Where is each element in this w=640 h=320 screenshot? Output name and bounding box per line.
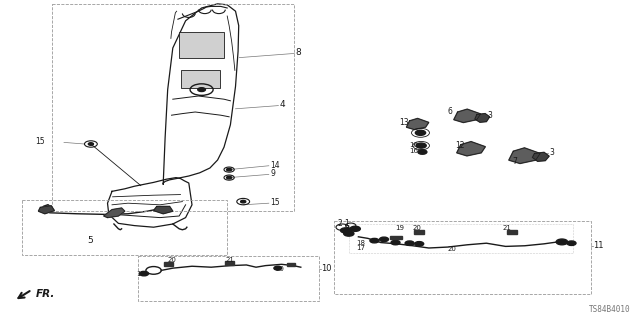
Text: 10: 10 <box>321 264 332 273</box>
Text: 21: 21 <box>502 225 511 231</box>
Polygon shape <box>154 206 173 214</box>
Circle shape <box>274 266 282 270</box>
Text: 8: 8 <box>296 48 301 57</box>
Text: 4: 4 <box>280 100 285 109</box>
Polygon shape <box>457 141 485 156</box>
Text: 6: 6 <box>448 108 453 116</box>
Circle shape <box>227 176 232 179</box>
FancyBboxPatch shape <box>179 32 224 58</box>
Circle shape <box>380 237 388 242</box>
Text: 3: 3 <box>488 111 493 120</box>
Text: 7: 7 <box>512 157 517 166</box>
Circle shape <box>418 150 427 154</box>
FancyBboxPatch shape <box>181 70 220 88</box>
Circle shape <box>140 271 148 276</box>
Circle shape <box>340 228 351 233</box>
Text: 2: 2 <box>337 219 342 228</box>
Circle shape <box>415 242 424 246</box>
Bar <box>22 200 227 255</box>
Polygon shape <box>509 148 540 164</box>
Text: TS84B4010: TS84B4010 <box>589 305 630 314</box>
Polygon shape <box>454 109 481 123</box>
Circle shape <box>344 231 354 236</box>
Polygon shape <box>532 152 549 161</box>
Text: 14: 14 <box>270 161 280 170</box>
Text: 21: 21 <box>225 257 234 263</box>
Text: 9: 9 <box>270 169 275 178</box>
Text: 18: 18 <box>356 240 365 246</box>
Text: 5: 5 <box>87 236 93 245</box>
Bar <box>52 4 294 211</box>
Bar <box>164 262 173 266</box>
Circle shape <box>556 239 568 245</box>
Bar <box>390 236 402 239</box>
Text: 20: 20 <box>413 225 422 231</box>
Text: 12: 12 <box>456 141 465 150</box>
Text: 16: 16 <box>410 148 419 154</box>
Circle shape <box>241 200 246 203</box>
Circle shape <box>416 143 426 148</box>
Bar <box>507 230 517 234</box>
Bar <box>138 256 319 301</box>
Text: 11: 11 <box>593 241 604 250</box>
Circle shape <box>88 143 93 145</box>
Polygon shape <box>38 206 54 214</box>
Text: 17: 17 <box>136 271 145 276</box>
Text: FR.: FR. <box>36 289 55 299</box>
Circle shape <box>370 238 379 243</box>
Circle shape <box>350 226 360 231</box>
Polygon shape <box>406 118 429 130</box>
Circle shape <box>391 240 400 245</box>
Text: 15: 15 <box>35 137 45 146</box>
Text: 16: 16 <box>410 142 419 148</box>
Text: 17: 17 <box>356 245 365 251</box>
Circle shape <box>227 168 232 171</box>
Polygon shape <box>104 208 125 218</box>
Text: 20: 20 <box>275 266 284 272</box>
Text: 3: 3 <box>549 148 554 157</box>
Bar <box>414 230 424 234</box>
Text: 20: 20 <box>168 257 177 263</box>
Text: 20: 20 <box>448 246 457 252</box>
Text: 13: 13 <box>399 118 408 127</box>
Circle shape <box>567 241 576 245</box>
Circle shape <box>415 130 426 135</box>
Bar <box>287 263 295 266</box>
Bar <box>225 261 234 265</box>
Circle shape <box>405 241 414 245</box>
Bar <box>334 221 591 294</box>
Text: 15: 15 <box>270 198 280 207</box>
Polygon shape <box>475 114 490 122</box>
Text: 1: 1 <box>344 219 349 228</box>
Circle shape <box>198 88 205 92</box>
Text: 19: 19 <box>396 225 404 231</box>
Bar <box>349 224 573 253</box>
